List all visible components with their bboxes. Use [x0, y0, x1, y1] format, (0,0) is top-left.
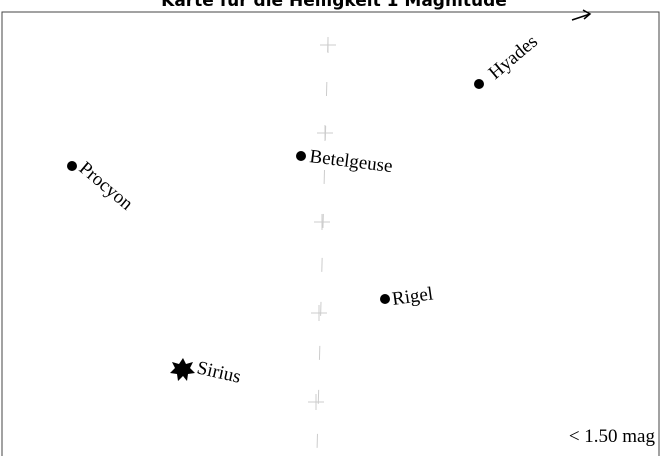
- magnitude-legend: < 1.50 mag: [569, 426, 656, 447]
- star-marker: [67, 161, 77, 171]
- star-marker: [170, 358, 195, 381]
- star-marker: [380, 294, 390, 304]
- map-frame: [1, 11, 660, 456]
- star-marker: [296, 151, 306, 161]
- map-title: Karte für die Helligkeit 1 Magnitude: [161, 0, 507, 11]
- star-marker: [474, 79, 484, 89]
- direction-arrow: [571, 9, 592, 21]
- meridian-guide: [308, 37, 336, 453]
